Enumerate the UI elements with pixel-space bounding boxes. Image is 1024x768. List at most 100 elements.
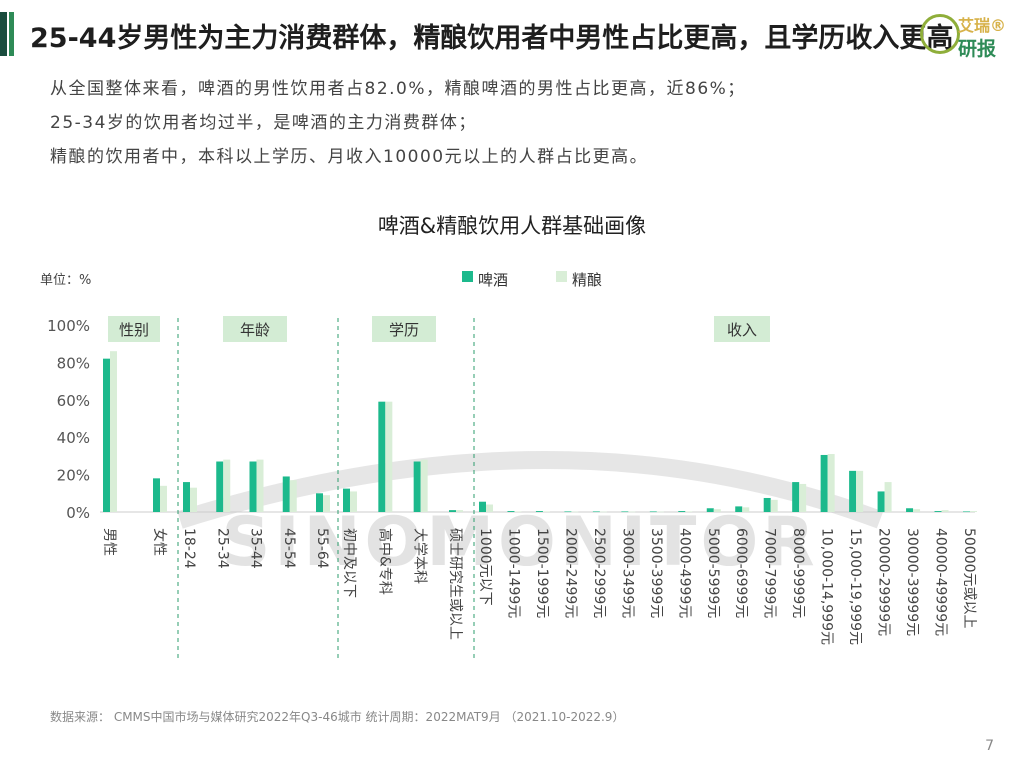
x-tick-label: 1000-1499元: [505, 528, 521, 618]
group-label-box: [223, 316, 287, 342]
x-tick-label: 高中&专科: [376, 528, 393, 595]
x-tick-label: 20000-29999元: [876, 528, 892, 636]
bar-beer: [820, 454, 828, 512]
x-tick-label: 15,000-19,999元: [847, 528, 863, 645]
group-label: 学历: [389, 321, 419, 339]
bar-beer: [906, 508, 914, 512]
group-label-box: [714, 316, 770, 342]
x-tick-label: 大学本科: [412, 528, 428, 584]
summary-text: 从全国整体来看，啤酒的男性饮用者占82.0%，精酿啤酒的男性占比更高，近86%；…: [50, 72, 746, 174]
bar-beer: [735, 506, 743, 512]
legend-label-1: 啤酒: [478, 271, 508, 289]
y-tick-label: 40%: [57, 429, 90, 447]
x-tick-label: 3500-3999元: [648, 528, 664, 618]
bar-craft: [190, 487, 197, 512]
bar-beer: [479, 501, 486, 512]
bar-beer: [535, 511, 543, 512]
logo-text-bottom: 研报: [958, 38, 997, 60]
bar-beer: [282, 476, 290, 512]
x-tick-label: 7000-7999元: [762, 528, 778, 618]
bar-craft: [970, 511, 977, 512]
bar-beer: [316, 493, 323, 512]
bar-craft: [571, 511, 579, 513]
bar-craft: [160, 485, 167, 512]
x-tick-label: 2000-2499元: [562, 528, 578, 618]
summary-line-3: 精酿的饮用者中，本科以上学历、月收入10000元以上的人群占比更高。: [50, 147, 649, 167]
bar-craft: [456, 510, 463, 512]
x-tick-label: 初中及以下: [341, 528, 358, 598]
x-tick-label: 10,000-14,999元: [819, 528, 835, 645]
bar-beer: [849, 470, 857, 512]
x-tick-label: 5000-5999元: [705, 528, 721, 618]
group-label: 性别: [119, 321, 149, 339]
bar-craft: [799, 483, 807, 512]
bar-beer: [678, 511, 686, 512]
bar-craft: [420, 459, 428, 512]
y-tick-label: 100%: [47, 317, 90, 335]
bar-craft: [941, 510, 949, 512]
bar-beer: [153, 478, 160, 512]
bar-beer: [649, 511, 657, 513]
bar-beer: [507, 511, 515, 512]
watermark-text: SINOMONITOR: [221, 503, 818, 582]
bar-chart: SINOMONITOR 单位：% 啤酒 精酿 0% 20% 40% 60% 80% 100% 性别 年…: [40, 271, 977, 660]
group-label-box: [372, 316, 436, 342]
legend-swatch-2: [556, 271, 567, 282]
y-tick-label: 20%: [57, 467, 90, 485]
bar-craft: [289, 480, 297, 512]
x-tick-label: 男性: [101, 528, 117, 556]
bar-beer: [706, 508, 714, 512]
bar-craft: [350, 491, 357, 512]
bar-craft: [385, 401, 393, 512]
bar-craft: [599, 511, 607, 513]
x-tick-label: 45-54: [281, 528, 297, 569]
x-tick-label: 2500-2999元: [591, 528, 607, 618]
y-tick-label: 60%: [57, 392, 90, 410]
group-label-box: [108, 316, 160, 342]
bar-craft: [685, 511, 693, 513]
x-tick-label: 40000-49999元: [933, 528, 949, 636]
legend-label-2: 精酿: [572, 271, 602, 289]
bar-craft: [110, 351, 117, 512]
bar-craft: [486, 504, 493, 512]
bar-craft: [628, 511, 636, 513]
x-tick-label: 25-34: [214, 528, 230, 569]
bar-craft: [713, 509, 721, 512]
bar-beer: [934, 511, 942, 512]
summary-line-1: 从全国整体来看，啤酒的男性饮用者占82.0%，精酿啤酒的男性占比更高，近86%；: [50, 79, 746, 99]
bar-craft: [514, 511, 522, 513]
bar-craft: [542, 511, 550, 513]
x-tick-label: 50000元或以上: [961, 528, 977, 629]
x-tick-label: 30000-39999元: [904, 528, 920, 636]
brand-logo: 艾瑞® 研报: [920, 10, 1006, 60]
accent-bar: [0, 12, 7, 56]
bar-craft: [323, 495, 330, 512]
bar-craft: [223, 459, 231, 512]
chart-title: 啤酒&精酿饮用人群基础画像: [377, 214, 647, 238]
bar-craft: [656, 511, 664, 513]
data-source-note: 数据来源： CMMS中国市场与媒体研究2022年Q3-46城市 统计周期：202…: [50, 710, 625, 724]
legend-swatch-1: [462, 271, 473, 282]
bar-beer: [249, 461, 257, 512]
x-tick-label: 18-24: [181, 528, 197, 569]
page-title: 25-44岁男性为主力消费群体，精酿饮用者中男性占比更高，且学历收入更高: [30, 23, 954, 54]
bar-craft: [742, 507, 750, 512]
bar-beer: [378, 401, 386, 512]
bar-beer: [413, 461, 421, 512]
bar-craft: [770, 499, 778, 512]
x-tick-label: 8000-9999元: [790, 528, 806, 618]
bar-craft: [827, 454, 835, 512]
x-tick-label: 1000元以下: [477, 528, 493, 606]
bar-craft: [884, 482, 892, 512]
x-tick-label: 6000-6999元: [733, 528, 749, 618]
bar-beer: [103, 358, 110, 512]
x-tick-label: 硕士研究生或以上: [447, 528, 463, 640]
bar-beer: [216, 461, 224, 512]
group-label: 年龄: [240, 321, 270, 339]
x-tick-label: 35-44: [248, 528, 264, 569]
group-label: 收入: [727, 321, 757, 339]
bar-beer: [343, 488, 350, 512]
summary-line-2: 25-34岁的饮用者均过半，是啤酒的主力消费群体；: [50, 113, 477, 133]
bar-beer: [963, 511, 970, 513]
bar-beer: [621, 511, 629, 513]
